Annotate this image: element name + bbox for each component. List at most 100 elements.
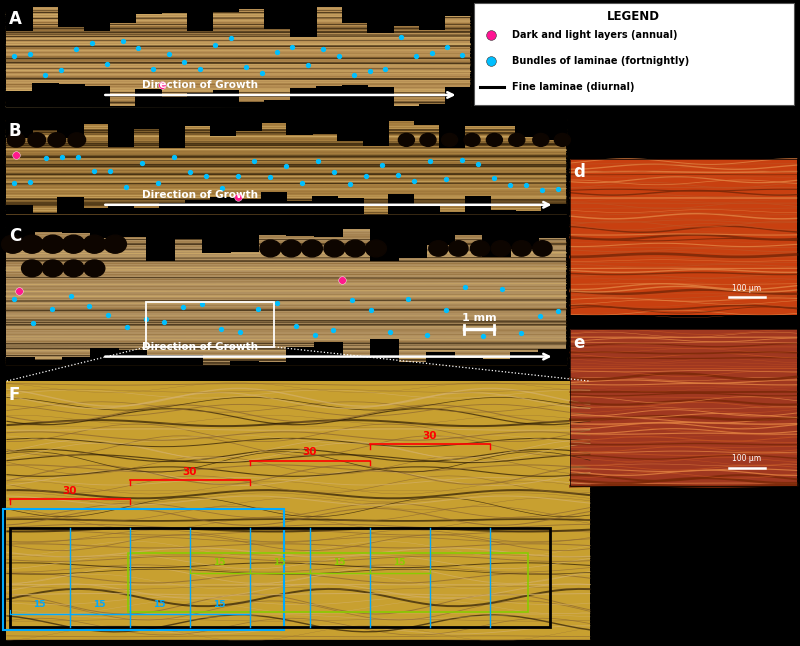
Bar xyxy=(6,6,33,32)
Text: 15: 15 xyxy=(394,558,406,567)
Bar xyxy=(419,6,446,30)
Bar xyxy=(187,6,214,31)
Circle shape xyxy=(84,260,105,276)
Text: 15: 15 xyxy=(34,599,46,609)
Bar xyxy=(465,196,491,214)
Circle shape xyxy=(62,235,85,253)
Bar xyxy=(370,339,399,365)
Bar xyxy=(58,196,83,214)
Circle shape xyxy=(398,134,414,147)
Bar xyxy=(161,97,188,107)
Bar xyxy=(398,362,427,365)
Bar xyxy=(62,223,91,233)
Bar xyxy=(118,350,147,365)
Circle shape xyxy=(512,241,531,256)
Circle shape xyxy=(429,241,448,256)
Circle shape xyxy=(104,235,126,253)
Bar xyxy=(58,119,83,138)
Bar xyxy=(174,355,203,365)
Circle shape xyxy=(345,240,366,257)
Bar xyxy=(34,360,63,365)
Bar xyxy=(474,3,794,105)
Circle shape xyxy=(260,240,281,257)
Text: B: B xyxy=(9,122,22,140)
Bar xyxy=(108,204,134,214)
Bar xyxy=(32,119,58,130)
Circle shape xyxy=(464,134,480,147)
Circle shape xyxy=(302,240,322,257)
Bar xyxy=(454,223,483,235)
Bar xyxy=(393,6,420,26)
Circle shape xyxy=(509,134,525,147)
Bar xyxy=(490,119,516,126)
Circle shape xyxy=(22,260,42,276)
Bar xyxy=(490,210,516,214)
Bar xyxy=(445,6,471,16)
Bar xyxy=(314,223,343,236)
Bar xyxy=(3,509,284,630)
Bar xyxy=(118,223,147,238)
Circle shape xyxy=(42,235,64,253)
Bar xyxy=(6,357,35,365)
Bar xyxy=(388,194,414,214)
Bar xyxy=(342,6,368,23)
Text: A: A xyxy=(9,10,22,28)
Circle shape xyxy=(7,133,25,147)
Circle shape xyxy=(486,134,502,147)
Bar xyxy=(235,119,262,130)
Bar xyxy=(538,223,567,238)
Circle shape xyxy=(68,133,86,147)
Circle shape xyxy=(2,235,24,253)
Circle shape xyxy=(42,260,63,276)
Text: 15: 15 xyxy=(214,599,226,609)
Bar xyxy=(482,359,511,365)
Circle shape xyxy=(449,241,468,256)
Bar xyxy=(316,87,342,107)
Bar xyxy=(541,204,567,214)
Bar xyxy=(230,360,259,365)
Bar xyxy=(264,99,290,107)
Bar xyxy=(367,6,394,33)
Bar xyxy=(238,101,265,107)
Text: F: F xyxy=(9,386,20,404)
Text: C: C xyxy=(9,227,21,245)
Bar xyxy=(445,87,471,107)
Bar xyxy=(286,347,315,365)
Bar xyxy=(146,302,274,347)
Bar xyxy=(146,355,175,365)
Bar xyxy=(314,342,343,365)
Text: 15: 15 xyxy=(274,558,286,567)
Circle shape xyxy=(491,241,510,256)
Bar xyxy=(110,106,136,107)
Text: 15: 15 xyxy=(94,599,106,609)
Bar xyxy=(538,349,567,365)
Text: 30: 30 xyxy=(302,448,317,457)
Text: LEGEND: LEGEND xyxy=(607,10,660,23)
Circle shape xyxy=(83,235,106,253)
Bar xyxy=(202,223,231,253)
Bar xyxy=(312,119,338,134)
Bar xyxy=(82,119,109,123)
Bar xyxy=(510,223,539,249)
Circle shape xyxy=(533,241,552,256)
Text: 100 μm: 100 μm xyxy=(732,284,761,293)
Text: 15: 15 xyxy=(214,558,226,567)
Bar xyxy=(34,223,63,232)
Bar xyxy=(393,106,420,107)
Bar xyxy=(84,85,110,107)
Bar xyxy=(439,119,466,148)
Bar xyxy=(426,223,455,245)
Bar xyxy=(286,201,313,214)
Bar xyxy=(32,213,58,214)
Bar xyxy=(482,223,511,257)
Bar xyxy=(128,553,528,612)
Circle shape xyxy=(28,133,46,147)
Text: 30: 30 xyxy=(62,486,77,496)
Bar xyxy=(6,381,590,640)
Text: Direction of Growth: Direction of Growth xyxy=(142,342,258,352)
Text: e: e xyxy=(574,334,585,352)
Bar xyxy=(161,6,188,13)
Bar xyxy=(210,119,236,136)
Bar xyxy=(439,212,466,214)
Bar xyxy=(32,6,58,7)
